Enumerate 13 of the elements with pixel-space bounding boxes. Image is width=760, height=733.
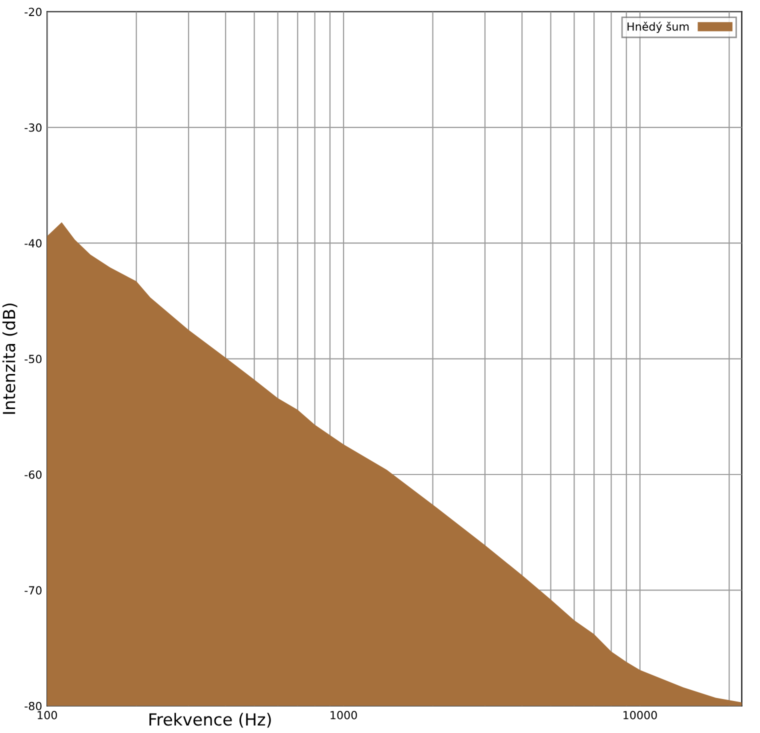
- y-tick-label: -60: [24, 470, 42, 479]
- x-axis-title: Frekvence (Hz): [149, 712, 271, 728]
- y-tick-label: -30: [24, 123, 42, 132]
- y-tick-label: -20: [24, 8, 42, 16]
- x-tick-label: 100: [38, 710, 57, 720]
- x-tick-label: 1000: [330, 710, 357, 720]
- y-tick-label: -70: [24, 586, 42, 595]
- y-axis-title: Intenzita (dB): [2, 304, 18, 414]
- y-tick-label: -40: [24, 239, 42, 248]
- legend-label: Hnědý šum: [628, 22, 689, 33]
- x-tick-label: 10000: [624, 710, 657, 720]
- y-tick-label: -50: [24, 354, 42, 364]
- y-tick-label: -80: [24, 702, 42, 710]
